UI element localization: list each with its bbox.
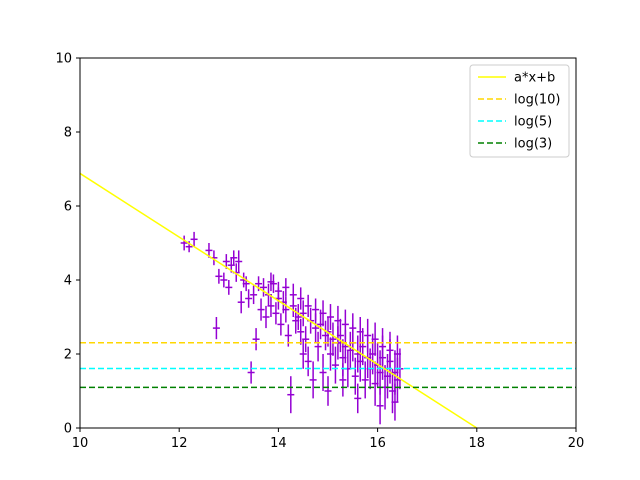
data-point — [312, 298, 320, 321]
data-point — [262, 305, 270, 329]
data-point — [257, 298, 265, 321]
data-point — [220, 272, 228, 288]
data-point — [379, 328, 387, 366]
data-point — [282, 278, 290, 297]
data-point — [326, 304, 334, 330]
data-point — [287, 376, 295, 414]
data-point — [267, 294, 275, 317]
data-point — [361, 361, 369, 399]
fit-line — [80, 172, 478, 428]
y-tick-label: 4 — [64, 274, 72, 289]
data-point — [277, 313, 285, 336]
y-tick-label: 0 — [64, 422, 72, 437]
data-point — [349, 313, 357, 343]
y-tick-label: 2 — [64, 348, 72, 363]
data-point — [230, 250, 238, 266]
data-point — [297, 287, 305, 310]
data-point — [341, 309, 349, 340]
x-tick-label: 14 — [270, 436, 287, 451]
x-tick-label: 16 — [369, 436, 386, 451]
data-point — [190, 231, 198, 247]
legend: a*x+b log(10) log(5) log(3) — [469, 64, 570, 158]
data-point — [391, 383, 399, 421]
data-point — [282, 296, 290, 323]
y-tick-label: 8 — [64, 126, 72, 141]
data-point — [247, 361, 255, 384]
legend-label: log(5) — [514, 115, 552, 130]
data-point — [351, 357, 359, 395]
data-point — [371, 322, 379, 356]
data-point — [245, 289, 253, 308]
data-point — [267, 272, 275, 292]
data-point — [225, 280, 233, 295]
plot-content — [80, 172, 576, 428]
data-point — [304, 294, 312, 317]
data-point — [260, 278, 268, 297]
data-point — [354, 383, 362, 414]
data-point — [297, 318, 305, 345]
plot-area — [80, 172, 576, 428]
data-point — [393, 335, 401, 373]
data-point — [289, 283, 297, 306]
data-point — [180, 235, 188, 251]
data-point — [334, 305, 342, 336]
x-tick-label: 18 — [469, 436, 486, 451]
data-point — [299, 339, 307, 369]
legend-label: a*x+b — [514, 71, 555, 86]
data-point — [212, 317, 220, 340]
data-point — [294, 304, 302, 330]
data-point — [309, 361, 317, 399]
data-point — [274, 281, 282, 301]
data-point — [386, 331, 394, 369]
data-point — [250, 285, 258, 305]
data-point — [235, 250, 243, 273]
data-point — [314, 331, 322, 362]
data-point — [364, 318, 372, 353]
data-point — [324, 376, 332, 406]
data-point — [356, 317, 364, 347]
y-tick-label: 6 — [64, 200, 72, 215]
x-tick-label: 10 — [72, 436, 89, 451]
axis-ticks: 10 12 14 16 18 20 0 2 4 6 8 10 — [55, 52, 584, 452]
data-point — [376, 387, 384, 425]
data-point — [331, 346, 339, 384]
legend-label: log(10) — [514, 93, 561, 108]
axes-frame — [79, 57, 577, 429]
x-tick-label: 20 — [568, 436, 585, 451]
x-tick-label: 12 — [171, 436, 188, 451]
data-point — [215, 268, 223, 284]
data-point — [319, 354, 327, 391]
data-point — [272, 302, 280, 325]
legend-box — [469, 64, 570, 158]
data-point — [304, 346, 312, 377]
data-point — [237, 291, 245, 314]
data-point — [299, 300, 307, 327]
y-tick-label: 10 — [55, 52, 72, 67]
data-point — [329, 322, 337, 356]
data-point — [319, 300, 327, 327]
data-point — [252, 328, 260, 351]
legend-label: log(3) — [514, 137, 552, 152]
data-point — [242, 276, 250, 292]
